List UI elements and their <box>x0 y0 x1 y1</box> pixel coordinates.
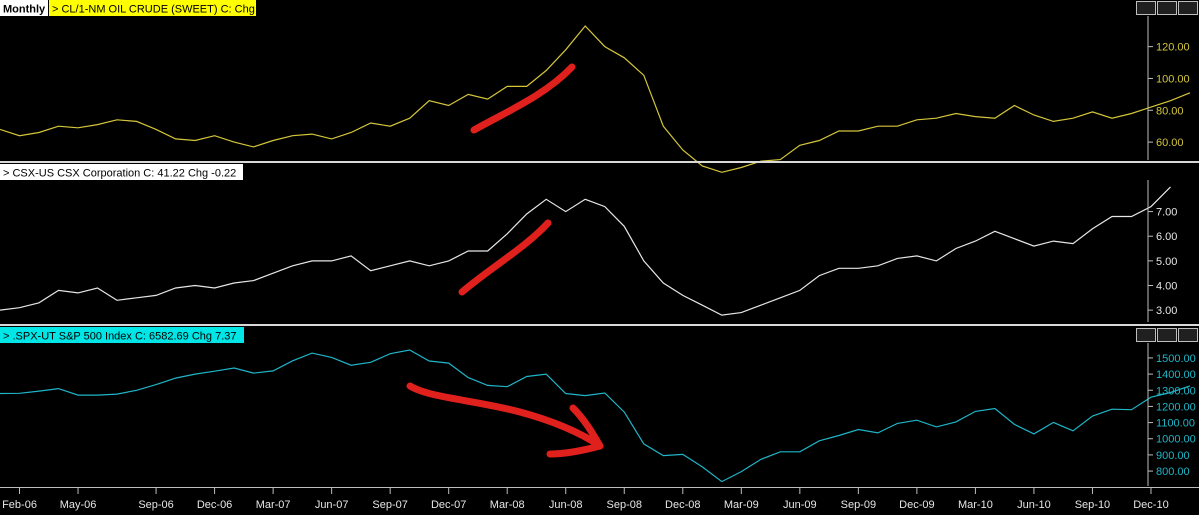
y-tick-label: 5.00 <box>1156 256 1177 268</box>
spx-panel-header-bg <box>0 327 244 343</box>
csx-panel-header-bg <box>0 164 243 180</box>
panel-oil-minimize-button[interactable] <box>1136 1 1156 15</box>
series-line-cl-1-nm <box>0 25 1191 173</box>
x-tick-label: Jun-08 <box>549 499 583 511</box>
x-axis-divider <box>0 487 1199 488</box>
spx-annotation-arrowhead <box>546 404 604 458</box>
y-tick-label: 800.00 <box>1156 466 1190 478</box>
x-tick-label: Mar-08 <box>490 499 525 511</box>
y-tick-label: 4.00 <box>1156 281 1177 293</box>
y-tick-label: 80.00 <box>1156 105 1184 117</box>
y-tick-label: 7.00 <box>1156 207 1177 219</box>
x-tick-label: Mar-10 <box>958 499 993 511</box>
panel-spx: 800.00 900.00 1000.00 1100.00 1200.00 1300.00… <box>0 327 1196 486</box>
y-tick-label: 3.00 <box>1156 305 1177 317</box>
period-label: Monthly <box>3 4 46 16</box>
x-tick-label: Mar-07 <box>256 499 291 511</box>
csx-annotation-arrow <box>458 219 552 296</box>
y-tick-label: 1100.00 <box>1156 418 1195 430</box>
x-tick-label: Jun-07 <box>315 499 349 511</box>
x-tick-label: Sep-06 <box>138 499 173 511</box>
panel-oil-maximize-button[interactable] <box>1157 1 1177 15</box>
series-line-csx-us <box>0 186 1171 316</box>
series-line--spx-ut <box>0 349 1191 483</box>
y-tick-label: 1200.00 <box>1156 401 1196 413</box>
y-tick-label: 120.00 <box>1156 42 1190 54</box>
x-tick-label: Dec-06 <box>197 499 232 511</box>
oil-panel-header-bg <box>49 0 256 16</box>
panel-oil-close-button[interactable] <box>1178 1 1198 15</box>
x-tick-label: Sep-08 <box>607 499 642 511</box>
panel-oil: 60.00 80.00 100.00 120.00 Monthly > CL/1-NM… <box>0 0 1199 173</box>
x-tick-label: Sep-10 <box>1075 499 1110 511</box>
spx-annotation-arrow <box>406 382 604 450</box>
x-tick-label: Dec-09 <box>899 499 934 511</box>
y-tick-label: 6.00 <box>1156 231 1177 243</box>
panel-divider <box>0 324 1199 326</box>
x-tick-label: Jun-10 <box>1017 499 1051 511</box>
x-tick-label: Mar-09 <box>724 499 759 511</box>
x-tick-label: Sep-07 <box>372 499 407 511</box>
x-tick-label: Jun-09 <box>783 499 817 511</box>
csx-panel-header: > CSX-US CSX Corporation C: 41.22 Chg -0… <box>3 168 236 180</box>
y-tick-label: 900.00 <box>1156 450 1190 462</box>
y-tick-label: 1000.00 <box>1156 434 1196 446</box>
panel-csx: 3.00 4.00 5.00 6.00 7.00 > CSX-US CSX Corpor… <box>0 164 1177 322</box>
panel-spx-minimize-button[interactable] <box>1136 328 1156 342</box>
x-tick-label: Dec-08 <box>665 499 700 511</box>
x-tick-label: Dec-10 <box>1133 499 1168 511</box>
x-axis: Feb-06 May-06 Sep-06 Dec-06 Mar-07 Jun-07 Sep-… <box>2 488 1169 511</box>
x-tick-label: May-06 <box>60 499 97 511</box>
y-tick-label: 1400.00 <box>1156 369 1196 381</box>
panel-spx-maximize-button[interactable] <box>1157 328 1177 342</box>
x-tick-label: Feb-06 <box>2 499 37 511</box>
y-tick-label: 1300.00 <box>1156 385 1196 397</box>
x-tick-label: Sep-09 <box>841 499 876 511</box>
panel-divider <box>0 161 1199 163</box>
y-tick-label: 100.00 <box>1156 73 1190 85</box>
oil-annotation-arrow <box>470 63 576 134</box>
panel-spx-close-button[interactable] <box>1178 328 1198 342</box>
y-tick-label: 60.00 <box>1156 137 1184 149</box>
spx-panel-header: > .SPX-UT S&P 500 Index C: 6582.69 Chg 7… <box>3 331 237 343</box>
oil-panel-header: > CL/1-NM OIL CRUDE (SWEET) C: Chg <box>52 4 255 16</box>
y-tick-label: 1500.00 <box>1156 353 1196 365</box>
x-tick-label: Dec-07 <box>431 499 466 511</box>
period-label-box[interactable] <box>0 0 48 16</box>
